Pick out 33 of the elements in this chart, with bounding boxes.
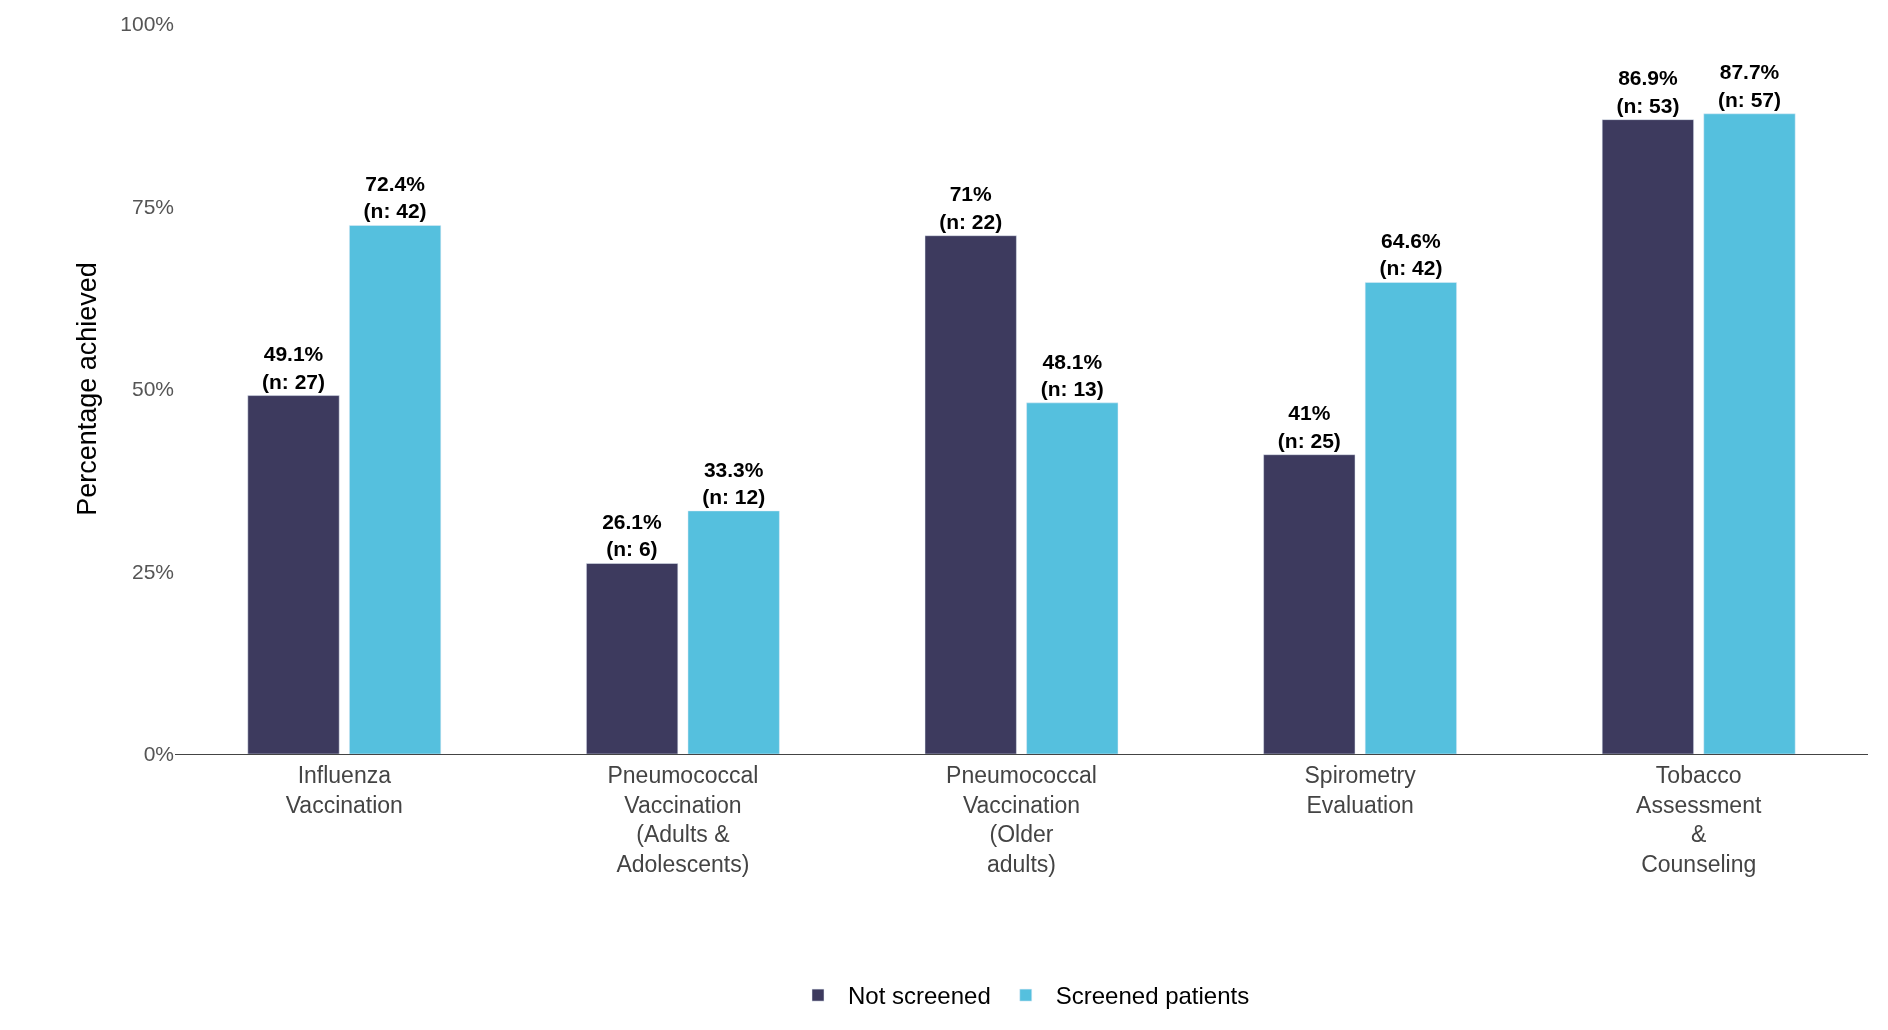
x-tick-label: Pneumococcal Vaccination (Older adults) xyxy=(946,761,1097,878)
bar xyxy=(1263,454,1356,754)
y-tick-label: 25% xyxy=(131,559,174,583)
bar xyxy=(1026,402,1119,754)
data-label: 86.9% (n: 53) xyxy=(1616,66,1680,117)
y-tick-label: 100% xyxy=(120,12,174,36)
x-tick-label: Pneumococcal Vaccination (Adults & Adolescents) xyxy=(607,761,759,878)
y-axis-title: Percentage achieved xyxy=(72,262,103,516)
data-label: 41% (n: 25) xyxy=(1277,401,1341,452)
data-label: 49.1% (n: 27) xyxy=(262,342,326,393)
x-tick-label: Spirometry Evaluation xyxy=(1304,761,1417,818)
data-label: 33.3% (n: 12) xyxy=(702,457,766,508)
y-tick-label: 50% xyxy=(131,377,174,401)
data-label: 71% (n: 22) xyxy=(939,182,1003,233)
legend-label: Screened patients xyxy=(1055,982,1250,1010)
bar xyxy=(924,235,1017,754)
data-label: 64.6% (n: 42) xyxy=(1379,229,1443,280)
bar xyxy=(349,225,442,754)
data-label: 48.1% (n: 13) xyxy=(1040,349,1104,400)
data-label: 87.7% (n: 57) xyxy=(1717,60,1781,111)
bar xyxy=(1601,119,1694,754)
legend-label: Not screened xyxy=(848,982,991,1010)
x-tick-label: Tobacco Assessment & Counseling xyxy=(1636,761,1762,878)
data-label: 26.1% (n: 6) xyxy=(602,510,663,561)
bar xyxy=(687,510,780,754)
bar xyxy=(1364,282,1457,754)
data-label: 72.4% (n: 42) xyxy=(363,172,427,223)
bar xyxy=(586,563,679,754)
bar xyxy=(1703,113,1796,754)
y-tick-label: 0% xyxy=(143,742,174,766)
y-tick-label: 75% xyxy=(131,194,174,218)
bar xyxy=(247,395,340,754)
x-tick-label: Influenza Vaccination xyxy=(285,761,403,818)
